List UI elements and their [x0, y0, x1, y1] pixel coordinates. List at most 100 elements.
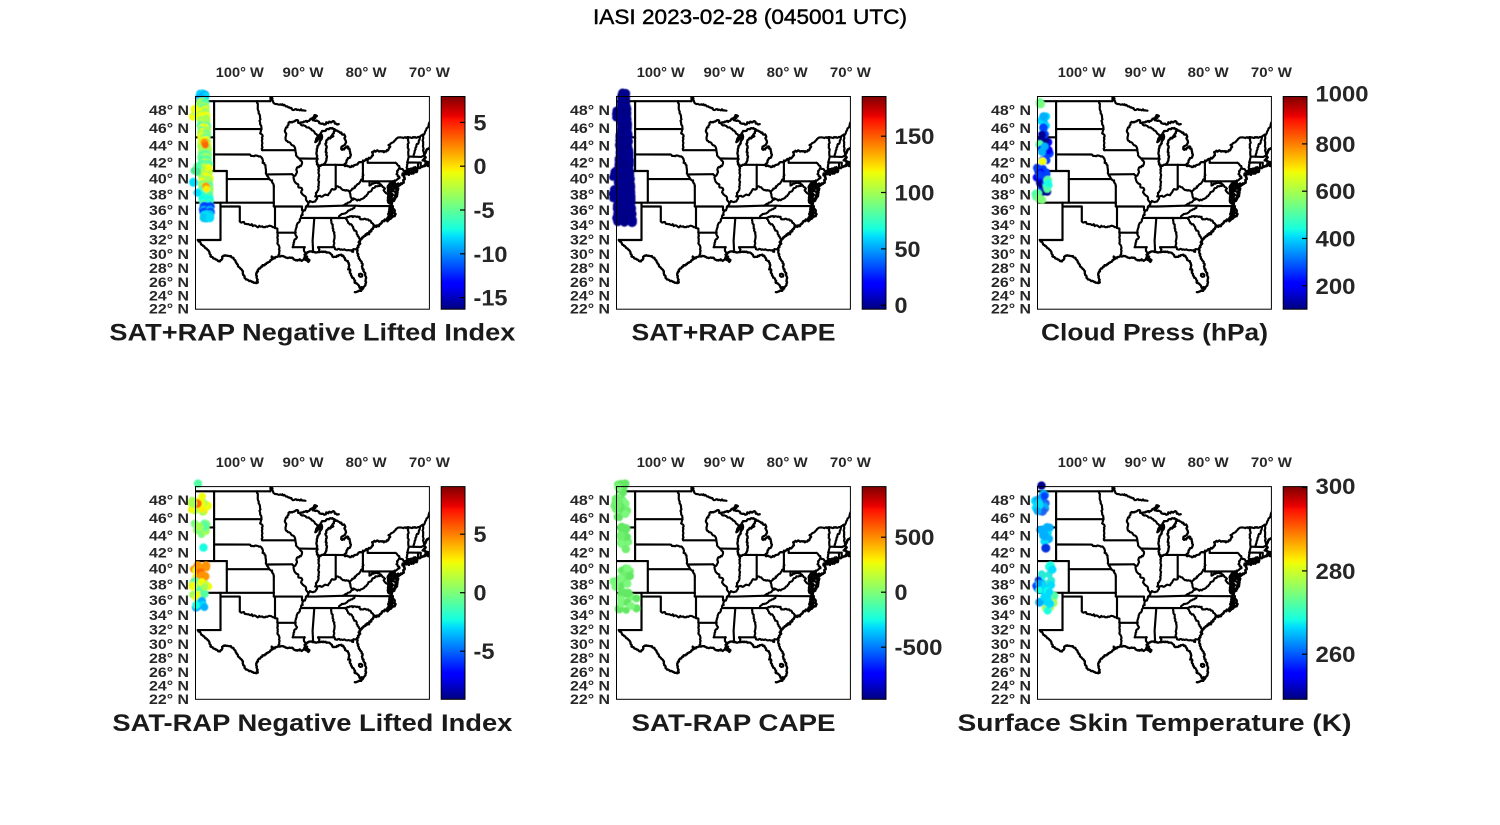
svg-text:44° N: 44° N [570, 137, 610, 153]
svg-text:46° N: 46° N [149, 510, 189, 526]
svg-text:38° N: 38° N [991, 186, 1031, 202]
svg-text:42° N: 42° N [991, 154, 1031, 170]
svg-text:48° N: 48° N [991, 492, 1031, 508]
svg-text:90° W: 90° W [704, 65, 745, 80]
svg-text:48° N: 48° N [149, 492, 189, 508]
svg-text:32° N: 32° N [149, 232, 189, 248]
svg-text:30° N: 30° N [149, 636, 189, 652]
svg-text:22° N: 22° N [149, 691, 189, 707]
svg-text:42° N: 42° N [570, 544, 610, 560]
svg-text:-15: -15 [474, 286, 508, 311]
svg-text:0: 0 [895, 293, 908, 318]
svg-text:30° N: 30° N [149, 246, 189, 262]
svg-text:-5: -5 [474, 198, 495, 223]
svg-text:70° W: 70° W [409, 65, 450, 80]
svg-text:34° N: 34° N [149, 217, 189, 233]
svg-text:SAT-RAP CAPE: SAT-RAP CAPE [632, 710, 836, 737]
svg-text:90° W: 90° W [704, 455, 745, 470]
svg-text:44° N: 44° N [149, 137, 189, 153]
svg-text:IASI 2023-02-28 (045001 UTC): IASI 2023-02-28 (045001 UTC) [593, 5, 907, 29]
svg-text:50: 50 [895, 237, 921, 262]
svg-text:38° N: 38° N [570, 186, 610, 202]
svg-text:38° N: 38° N [991, 577, 1031, 593]
svg-text:-500: -500 [895, 635, 943, 660]
svg-text:24° N: 24° N [991, 287, 1031, 303]
svg-text:24° N: 24° N [570, 287, 610, 303]
svg-text:38° N: 38° N [570, 577, 610, 593]
svg-text:5: 5 [474, 522, 487, 547]
svg-text:22° N: 22° N [570, 301, 610, 317]
svg-text:150: 150 [895, 124, 935, 149]
svg-text:36° N: 36° N [149, 202, 189, 218]
svg-text:36° N: 36° N [570, 592, 610, 608]
svg-text:28° N: 28° N [991, 260, 1031, 276]
svg-text:44° N: 44° N [149, 528, 189, 544]
svg-text:32° N: 32° N [570, 232, 610, 248]
svg-text:38° N: 38° N [149, 577, 189, 593]
svg-text:100° W: 100° W [1058, 455, 1106, 470]
svg-text:30° N: 30° N [570, 636, 610, 652]
svg-text:36° N: 36° N [991, 592, 1031, 608]
svg-text:48° N: 48° N [570, 102, 610, 118]
svg-text:40° N: 40° N [570, 561, 610, 577]
svg-text:70° W: 70° W [1251, 65, 1292, 80]
svg-text:80° W: 80° W [767, 65, 808, 80]
svg-text:32° N: 32° N [991, 622, 1031, 638]
svg-text:70° W: 70° W [830, 455, 871, 470]
svg-text:28° N: 28° N [149, 650, 189, 666]
svg-text:48° N: 48° N [991, 102, 1031, 118]
svg-text:-5: -5 [474, 639, 495, 664]
svg-text:40° N: 40° N [149, 561, 189, 577]
svg-text:70° W: 70° W [409, 455, 450, 470]
svg-text:260: 260 [1316, 642, 1356, 667]
svg-text:48° N: 48° N [570, 492, 610, 508]
svg-text:70° W: 70° W [1251, 455, 1292, 470]
svg-text:100° W: 100° W [216, 65, 264, 80]
svg-text:80° W: 80° W [767, 455, 808, 470]
svg-text:46° N: 46° N [149, 120, 189, 136]
svg-text:26° N: 26° N [149, 274, 189, 290]
svg-text:42° N: 42° N [570, 154, 610, 170]
svg-text:0: 0 [474, 154, 487, 179]
svg-text:SAT+RAP CAPE: SAT+RAP CAPE [632, 320, 836, 347]
svg-text:24° N: 24° N [149, 677, 189, 693]
svg-text:32° N: 32° N [991, 232, 1031, 248]
svg-text:90° W: 90° W [1125, 455, 1166, 470]
svg-text:80° W: 80° W [346, 65, 387, 80]
svg-text:100° W: 100° W [1058, 65, 1106, 80]
svg-text:90° W: 90° W [283, 65, 324, 80]
svg-text:600: 600 [1316, 179, 1356, 204]
svg-text:46° N: 46° N [570, 120, 610, 136]
svg-text:42° N: 42° N [149, 154, 189, 170]
svg-text:90° W: 90° W [1125, 65, 1166, 80]
svg-text:0: 0 [474, 581, 487, 606]
svg-text:40° N: 40° N [991, 561, 1031, 577]
svg-text:24° N: 24° N [991, 677, 1031, 693]
svg-text:28° N: 28° N [991, 650, 1031, 666]
svg-text:24° N: 24° N [149, 287, 189, 303]
svg-text:SAT+RAP Negative Lifted Index: SAT+RAP Negative Lifted Index [109, 320, 516, 347]
svg-text:100: 100 [895, 181, 935, 206]
svg-text:500: 500 [895, 525, 935, 550]
svg-text:Surface Skin Temperature (K): Surface Skin Temperature (K) [958, 710, 1352, 737]
svg-text:22° N: 22° N [149, 301, 189, 317]
svg-text:32° N: 32° N [570, 622, 610, 638]
svg-text:30° N: 30° N [991, 636, 1031, 652]
svg-text:100° W: 100° W [216, 455, 264, 470]
svg-text:0: 0 [895, 580, 908, 605]
svg-text:26° N: 26° N [570, 664, 610, 680]
svg-text:46° N: 46° N [991, 510, 1031, 526]
svg-text:Cloud Press (hPa): Cloud Press (hPa) [1041, 320, 1268, 347]
svg-text:40° N: 40° N [991, 171, 1031, 187]
svg-text:42° N: 42° N [149, 544, 189, 560]
svg-text:36° N: 36° N [991, 202, 1031, 218]
svg-text:34° N: 34° N [570, 217, 610, 233]
svg-text:800: 800 [1316, 132, 1356, 157]
svg-text:26° N: 26° N [991, 274, 1031, 290]
svg-text:34° N: 34° N [991, 217, 1031, 233]
svg-text:42° N: 42° N [991, 544, 1031, 560]
svg-text:100° W: 100° W [637, 455, 685, 470]
svg-text:26° N: 26° N [570, 274, 610, 290]
svg-text:46° N: 46° N [991, 120, 1031, 136]
svg-text:24° N: 24° N [570, 677, 610, 693]
